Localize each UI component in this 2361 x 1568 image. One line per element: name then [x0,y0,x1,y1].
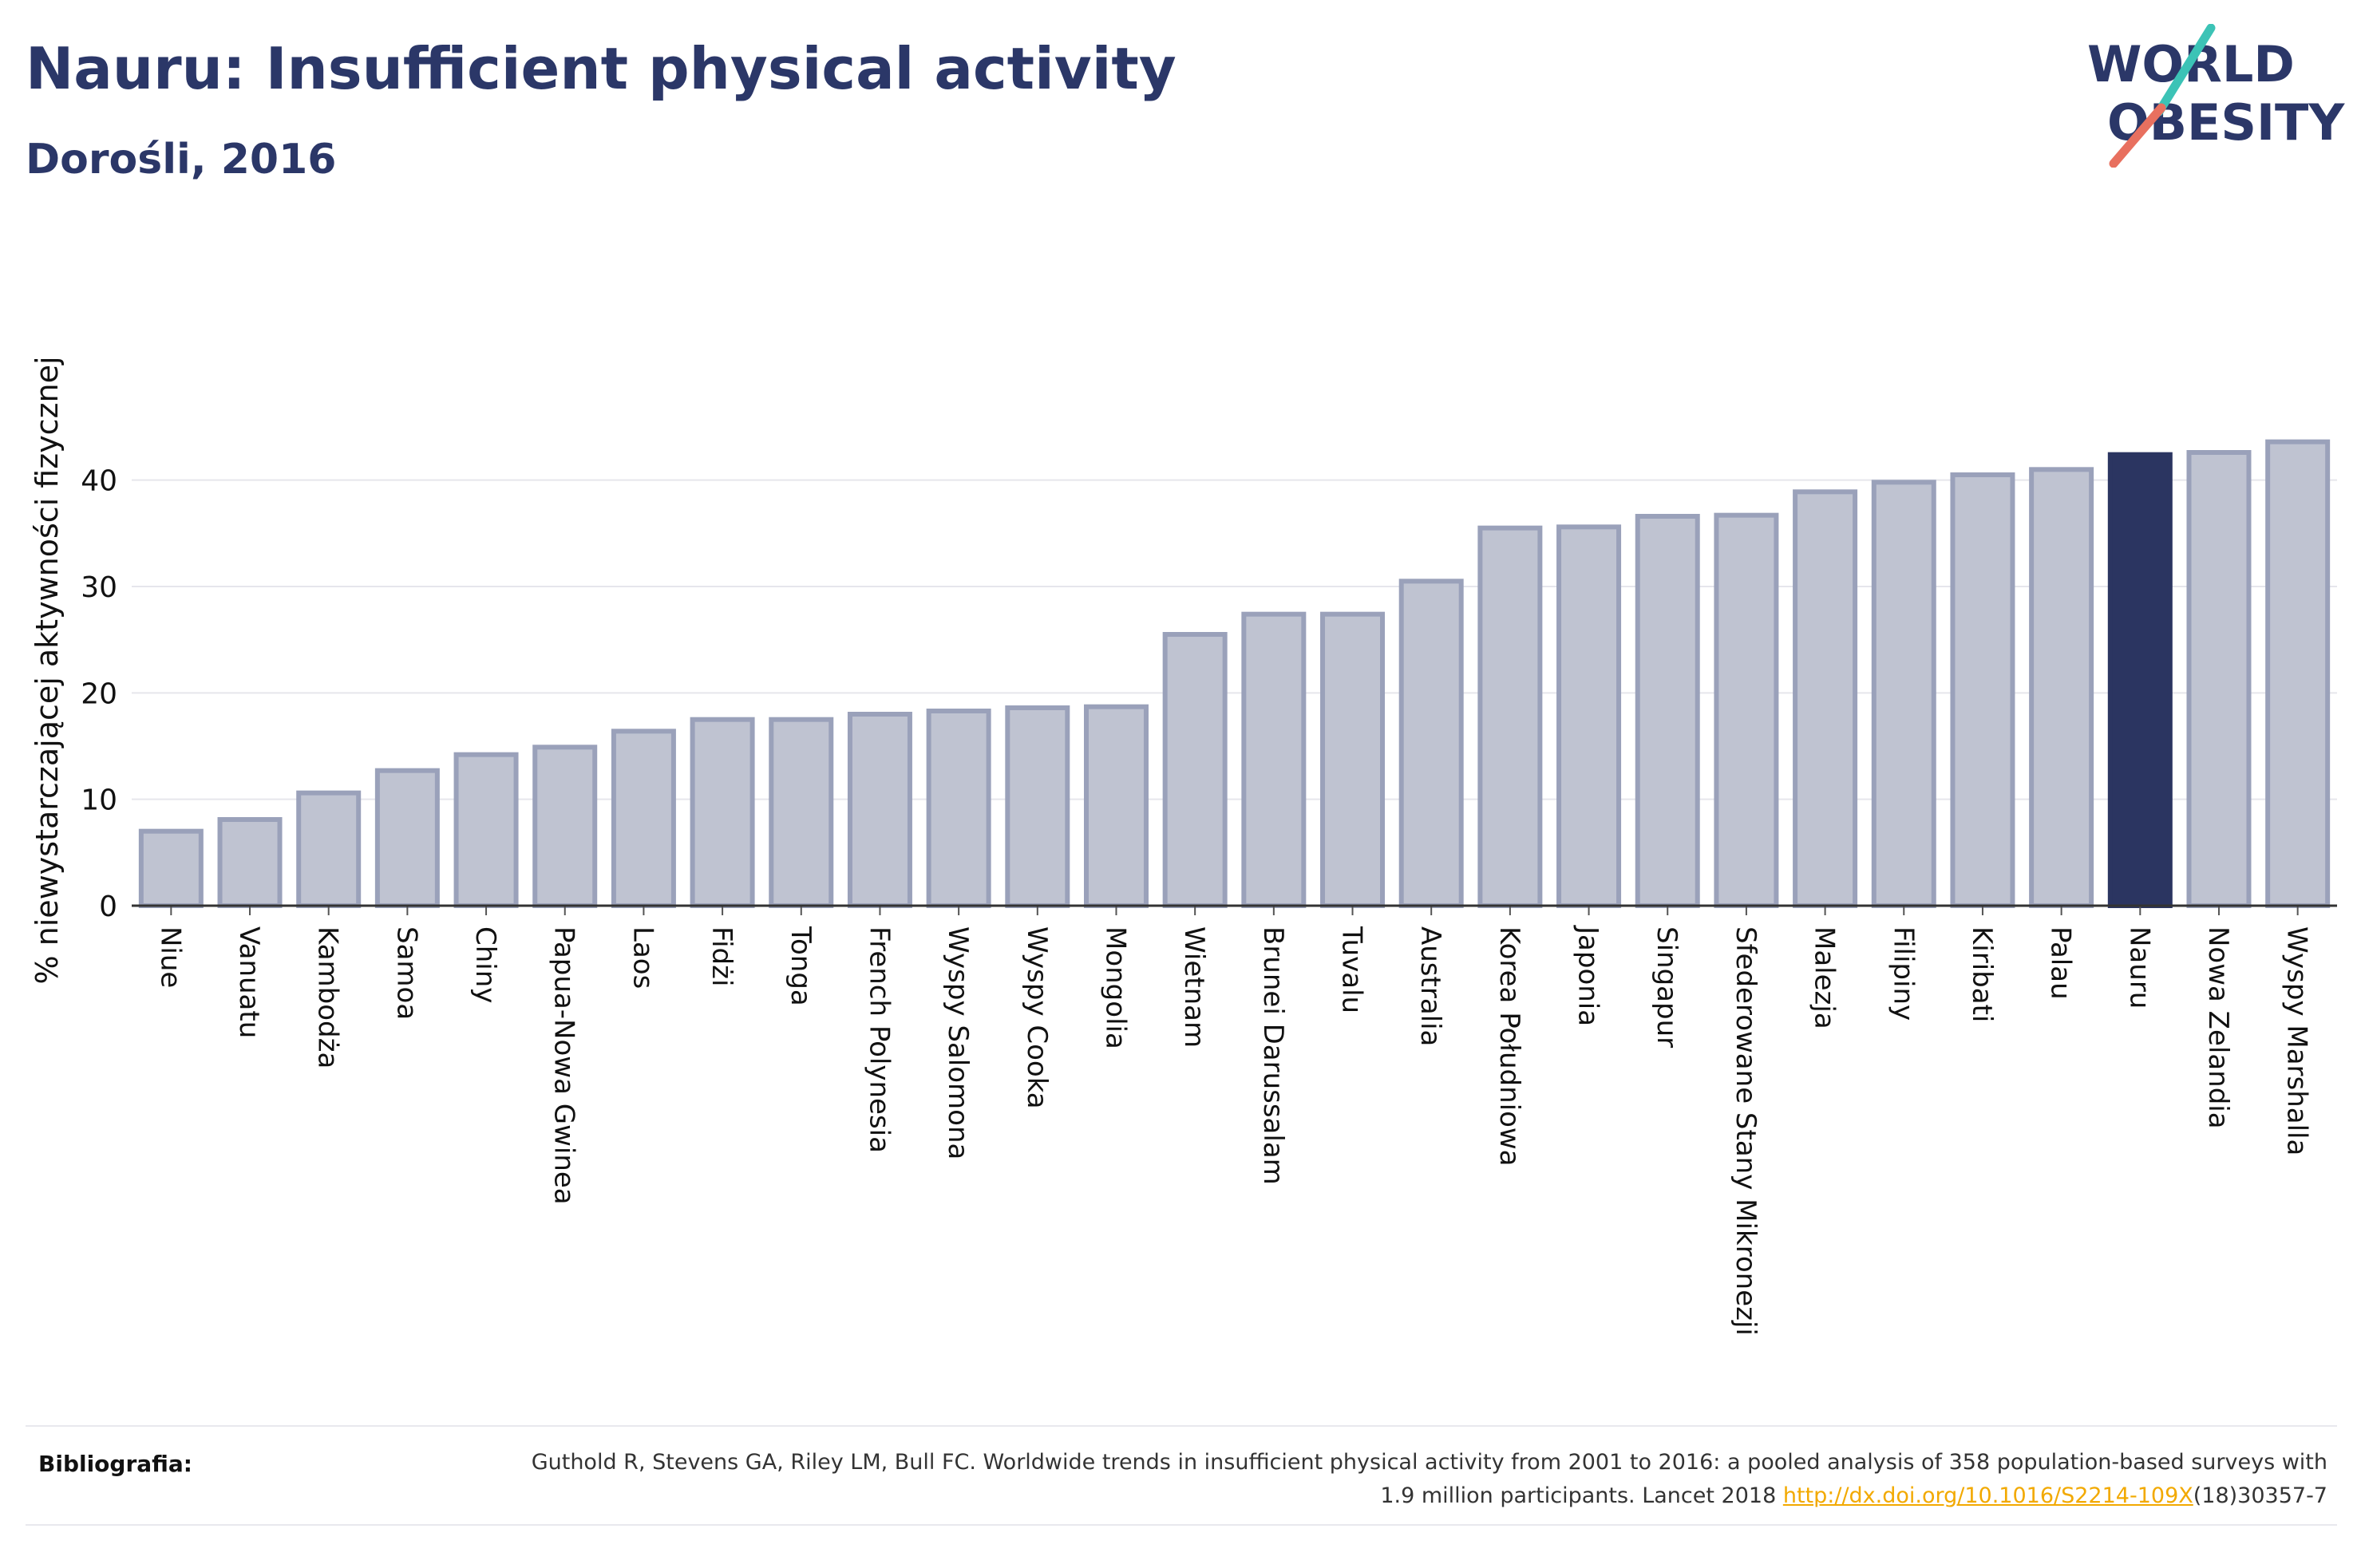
bar [847,712,912,908]
y-axis-label: % niewystarczającej aktywności fizycznej [30,356,65,984]
bar [1871,480,1936,909]
x-tick-label: Sfederowane Stany Mikronezji [1730,926,1762,1336]
bar [138,828,204,909]
bar [1162,632,1228,908]
bar [611,729,676,908]
reference-citation: Guthold R, Stevens GA, Riley LM, Bull FC… [531,1450,2327,1508]
x-tick-label: Tuvalu [1336,926,1368,1013]
x-tick-label: Wyspy Cooka [1021,926,1053,1109]
bar [296,790,362,909]
x-tick-label: French Polynesia [863,926,895,1153]
bar [1241,611,1307,909]
x-tick-label: Samoa [390,926,422,1020]
x-tick-label: Vanuatu [233,926,265,1038]
x-tick-label: Tonga [785,926,817,1006]
bar [217,817,283,908]
reference-citation-suffix: (18)30357-7 [2193,1483,2327,1508]
x-tick-label: Nauru [2123,926,2155,1009]
x-tick-label: Kiribati [1966,926,1998,1022]
y-tick-label: 0 [99,891,117,923]
bar [1320,611,1386,909]
chart-subtitle: Dorośli, 2016 [26,136,337,184]
y-tick-label: 40 [81,465,117,498]
bar [690,717,755,909]
bar [1635,514,1700,908]
divider-top [26,1425,2337,1427]
x-tick-label: Japonia [1572,925,1604,1026]
bar [374,768,440,909]
x-tick-label: Niue [154,926,186,988]
x-tick-label: Filipiny [1887,926,1919,1021]
x-tick-label: Malezja [1809,926,1841,1029]
bar-chart: 0 10 20 30 40 Niue Vanuatu Kambodża Samoa Chiny Pa… [30,356,2337,1336]
divider-bottom [26,1524,2337,1526]
y-tick-label: 10 [81,784,117,817]
bar [1005,705,1070,908]
x-tick-label: Mongolia [1099,926,1131,1049]
bar [2186,450,2252,908]
bar [2029,467,2094,909]
x-tick-label: Singapur [1651,926,1683,1048]
x-tick-label: Korea Południowa [1493,926,1525,1167]
logo-line-2: OBESITY [2107,93,2345,152]
bar [926,709,991,908]
x-tick-label: Brunei Darussalam [1257,926,1289,1185]
bar [453,752,519,909]
x-tick-label: Wyspy Marshalla [2281,926,2313,1155]
x-tick-label: Palau [2045,926,2077,1000]
bar [1793,489,1858,909]
x-tick-label: Wietnam [1178,926,1210,1048]
bar [769,717,834,909]
bar [1477,525,1543,908]
x-tick-label: Nowa Zelandia [2202,926,2234,1129]
bar [1950,472,2015,908]
x-tick-label: Wyspy Salomona [942,926,974,1159]
bar [1398,579,1464,908]
x-tick-label: Fidżi [706,926,738,986]
bar [532,745,598,908]
bar [2265,439,2331,908]
logo-slash-coral [2109,103,2166,168]
y-tick-label: 30 [81,571,117,604]
bar [1083,704,1149,909]
logo-slash-teal [2154,24,2216,117]
y-tick-label: 20 [81,677,117,710]
references-label: Bibliografia: [38,1451,193,1477]
x-tick-label: Chiny [469,926,501,1003]
x-tick-label: Kambodża [312,926,344,1068]
world-obesity-logo: WORLD OBESITY [2087,24,2345,168]
x-tick-label: Papua-Nowa Gwinea [548,926,580,1205]
x-tick-label: Laos [627,926,658,989]
references-text: Guthold R, Stevens GA, Riley LM, Bull FC… [492,1446,2327,1513]
reference-doi-link[interactable]: http://dx.doi.org/10.1016/S2214-109X [1782,1483,2193,1508]
bar [1556,524,1622,908]
bar-highlight [2107,452,2173,908]
x-tick-label: Australia [1414,926,1446,1046]
bar [1714,512,1779,908]
chart-title: Nauru: Insufficient physical activity [26,35,1177,102]
